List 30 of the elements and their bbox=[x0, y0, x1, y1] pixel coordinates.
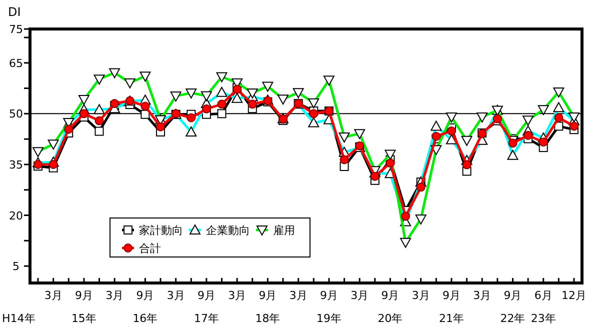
x-tick-label: 3月 bbox=[44, 289, 62, 302]
x-tick-label: 9月 20年 bbox=[378, 289, 403, 325]
x-tick-label: 3月 bbox=[412, 289, 430, 302]
y-tick-label: 75 bbox=[9, 23, 23, 36]
legend-label: 合計 bbox=[139, 242, 161, 255]
legend-label: 企業動向 bbox=[206, 224, 250, 237]
x-tick-label: 9月 16年 bbox=[132, 289, 158, 325]
y-tick-label: 20 bbox=[9, 209, 23, 222]
y-tick-label: 35 bbox=[9, 158, 23, 172]
x-tick-label: 9月 15年 bbox=[71, 289, 96, 325]
x-tick-label: 3月 bbox=[166, 289, 185, 302]
x-tick-label: 9月 18年 bbox=[255, 289, 280, 325]
legend-label: 雇用 bbox=[273, 224, 295, 237]
text: H14年 bbox=[2, 312, 36, 325]
x-tick-label: 3月 bbox=[228, 289, 246, 302]
x-tick-label: 9月 22年 bbox=[500, 289, 526, 325]
y-tick-label: 50 bbox=[9, 108, 23, 121]
x-tick-label: 9月 19年 bbox=[316, 289, 342, 325]
x-tick-label: 3月 bbox=[473, 289, 492, 302]
x-tick-label: 3月 bbox=[106, 289, 124, 302]
x-tick-label: 3月 bbox=[289, 289, 308, 302]
x-tick-label: 3月 bbox=[350, 289, 369, 302]
y-tick-label: 65 bbox=[9, 56, 23, 70]
y-axis-title: DI bbox=[8, 5, 21, 19]
x-tick-label: 12月 bbox=[562, 289, 586, 302]
x-tick-label: 6月 23年 bbox=[530, 289, 556, 325]
legend-label: 家計動向 bbox=[139, 224, 183, 237]
x-tick-label: 9月 17年 bbox=[194, 289, 219, 325]
x-tick-label: 9月 21年 bbox=[438, 289, 464, 325]
y-tick-label: 5 bbox=[12, 260, 20, 274]
